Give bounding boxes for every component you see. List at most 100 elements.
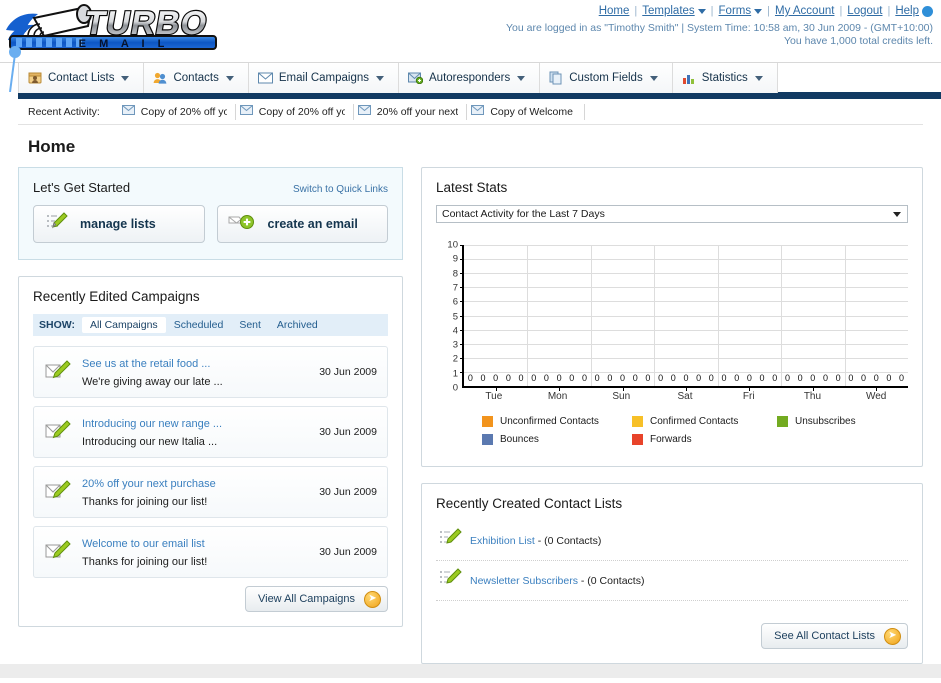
y-tick-label: 0 [452, 382, 458, 394]
page-header: E M A I L TURBO Home | Templates | Forms | My … [0, 0, 941, 62]
manage-lists-button[interactable]: manage lists [33, 205, 205, 243]
campaign-date: 30 Jun 2009 [319, 366, 377, 378]
legend-label: Confirmed Contacts [650, 416, 739, 427]
list-item[interactable]: Exhibition List - (0 Contacts) [436, 521, 908, 561]
session-info: You are logged in as "Timothy Smith" | S… [506, 22, 933, 48]
legend-swatch [482, 416, 493, 427]
envelope-icon [121, 105, 135, 118]
filter-tab-archived[interactable]: Archived [276, 319, 318, 331]
x-tick-label: Sun [612, 391, 631, 402]
bar-value-label: 0 [518, 373, 524, 383]
list-pencil-icon [438, 568, 462, 593]
menu-item-contacts[interactable]: Contacts [144, 63, 249, 93]
campaign-title[interactable]: 20% off your next purchase [82, 478, 216, 490]
envelope-refresh-icon [408, 72, 423, 84]
envelope-icon [471, 105, 485, 118]
recent-activity-item[interactable]: Copy of 20% off yo [118, 103, 236, 120]
list-item[interactable]: Newsletter Subscribers - (0 Contacts) [436, 561, 908, 601]
list-pencil-icon [44, 211, 68, 238]
see-all-contact-lists-button[interactable]: See All Contact Lists ➤ [761, 623, 908, 649]
contact-list-name[interactable]: Newsletter Subscribers [470, 574, 578, 587]
envelope-pencil-icon [44, 479, 72, 506]
bar-value-label: 0 [620, 373, 626, 383]
pin-marker-icon [8, 46, 22, 93]
bar-value-label: 0 [531, 373, 537, 383]
filter-tab-all-campaigns[interactable]: All Campaigns [81, 317, 166, 333]
y-tick-label: 8 [452, 268, 458, 280]
filter-tab-scheduled[interactable]: Scheduled [173, 319, 224, 331]
campaign-title[interactable]: Introducing our new range ... [82, 418, 223, 430]
envelope-pencil-icon [44, 539, 72, 566]
recent-activity-item[interactable]: 20% off your next [354, 103, 468, 120]
campaign-row[interactable]: See us at the retail food ... We're givi… [33, 346, 388, 398]
x-tick-label: Sat [677, 391, 693, 402]
campaign-row[interactable]: 20% off your next purchase Thanks for jo… [33, 466, 388, 518]
top-link-templates[interactable]: Templates [642, 5, 695, 17]
campaign-title[interactable]: Welcome to our email list [82, 538, 205, 550]
campaign-filter-bar: SHOW: All Campaigns Scheduled Sent Archi… [33, 314, 388, 336]
credits-line: You have 1,000 total credits left. [783, 35, 933, 47]
recent-activity-text: Copy of 20% off yo [258, 105, 345, 118]
day-group-wed: 0 0 0 0 0 [845, 372, 908, 384]
bar-value-label: 0 [505, 373, 511, 383]
chart-y-axis: 10 9 8 7 6 5 4 3 2 1 [440, 240, 462, 394]
bar-value-label: 0 [784, 373, 790, 383]
chevron-down-icon [649, 75, 658, 81]
chevron-down-icon [697, 8, 706, 14]
page-title: Home [28, 137, 76, 156]
y-tick-label: 6 [452, 296, 458, 308]
bar-value-label: 0 [569, 373, 575, 383]
y-tick-label: 1 [452, 368, 458, 380]
recent-activity-item[interactable]: Copy of Welcome to [467, 103, 586, 120]
right-column: Latest Stats Contact Activity for the La… [421, 167, 923, 664]
legend-swatch [482, 434, 493, 445]
legend-label: Forwards [650, 434, 692, 445]
menu-label: Contact Lists [48, 72, 115, 84]
campaign-title[interactable]: See us at the retail food ... [82, 358, 211, 370]
top-link-forms[interactable]: Forms [718, 5, 752, 17]
view-all-campaigns-button[interactable]: View All Campaigns ➤ [244, 586, 388, 612]
envelope-plus-icon [228, 212, 256, 237]
campaign-date: 30 Jun 2009 [319, 546, 377, 558]
people-icon [153, 71, 167, 85]
recent-activity-text: 20% off your next [376, 105, 459, 118]
bar-value-label: 0 [759, 373, 765, 383]
day-group-fri: 0 0 0 0 0 [718, 372, 781, 384]
menu-label: Statistics [701, 72, 748, 84]
menu-item-autoresponders[interactable]: Autoresponders [399, 63, 541, 93]
top-link-logout[interactable]: Logout [847, 5, 883, 17]
lets-get-started-panel: Let's Get Started Switch to Quick Links [18, 167, 403, 260]
menu-item-custom-fields[interactable]: Custom Fields [540, 63, 673, 93]
y-tick-label: 3 [452, 339, 458, 351]
menu-item-contact-lists[interactable]: Contact Lists [18, 63, 145, 93]
contact-list-name[interactable]: Exhibition List [470, 534, 535, 547]
top-link-home[interactable]: Home [598, 5, 630, 17]
recently-edited-campaigns-panel: Recently Edited Campaigns SHOW: All Camp… [18, 276, 403, 627]
campaign-row[interactable]: Welcome to our email list Thanks for joi… [33, 526, 388, 578]
menu-label: Contacts [173, 72, 219, 84]
recently-created-lists-title: Recently Created Contact Lists [436, 496, 623, 511]
switch-to-quick-links-link[interactable]: Switch to Quick Links [292, 184, 388, 195]
top-link-my-account[interactable]: My Account [774, 5, 835, 17]
menu-item-email-campaigns[interactable]: Email Campaigns [248, 63, 399, 93]
bar-value-label: 0 [848, 373, 854, 383]
nav-separator: | [887, 5, 891, 17]
create-an-email-button[interactable]: create an email [216, 205, 388, 243]
campaign-subtitle: Thanks for joining our list! [82, 556, 208, 568]
bar-value-label: 0 [746, 373, 752, 383]
left-column: Let's Get Started Switch to Quick Links [18, 167, 403, 664]
nav-separator: | [634, 5, 638, 17]
top-link-help[interactable]: Help [895, 5, 919, 17]
help-bubble-icon[interactable] [922, 5, 933, 17]
campaign-subtitle: Introducing our new Italia ... [82, 436, 218, 448]
legend-swatch [632, 434, 643, 445]
bar-value-label: 0 [581, 373, 587, 383]
chevron-down-icon [121, 75, 130, 81]
filter-tab-sent[interactable]: Sent [239, 319, 261, 331]
campaign-row[interactable]: Introducing our new range ... Introducin… [33, 406, 388, 458]
stats-range-select[interactable]: Contact Activity for the Last 7 Days [436, 205, 908, 223]
recent-activity-item[interactable]: Copy of 20% off yo [236, 103, 354, 120]
chevron-down-icon [376, 75, 384, 81]
x-tick-label: Tue [485, 391, 503, 402]
menu-item-statistics[interactable]: Statistics [672, 63, 778, 93]
